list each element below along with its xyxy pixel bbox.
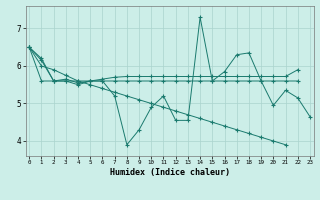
X-axis label: Humidex (Indice chaleur): Humidex (Indice chaleur) bbox=[109, 168, 230, 177]
